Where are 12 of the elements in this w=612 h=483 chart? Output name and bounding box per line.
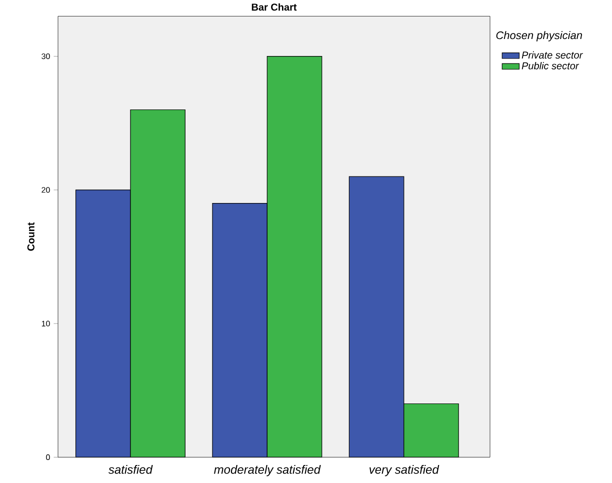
- y-tick-label: 0: [46, 454, 50, 460]
- y-axis-title: Count: [27, 222, 34, 251]
- x-tick-label: satisfied: [108, 464, 153, 474]
- x-tick-label: very satisfied: [370, 464, 440, 476]
- legend-title: Chosen physician: [496, 30, 582, 42]
- chart-title: Bar Chart: [252, 3, 297, 11]
- y-tick-label: 10: [42, 320, 50, 326]
- legend-label: Public sector: [522, 62, 580, 70]
- legend-label: Private sector: [522, 51, 583, 59]
- y-tick-label: 30: [42, 53, 50, 60]
- y-tick-label: 20: [42, 187, 50, 193]
- x-tick-label: moderately satisfied: [214, 464, 321, 476]
